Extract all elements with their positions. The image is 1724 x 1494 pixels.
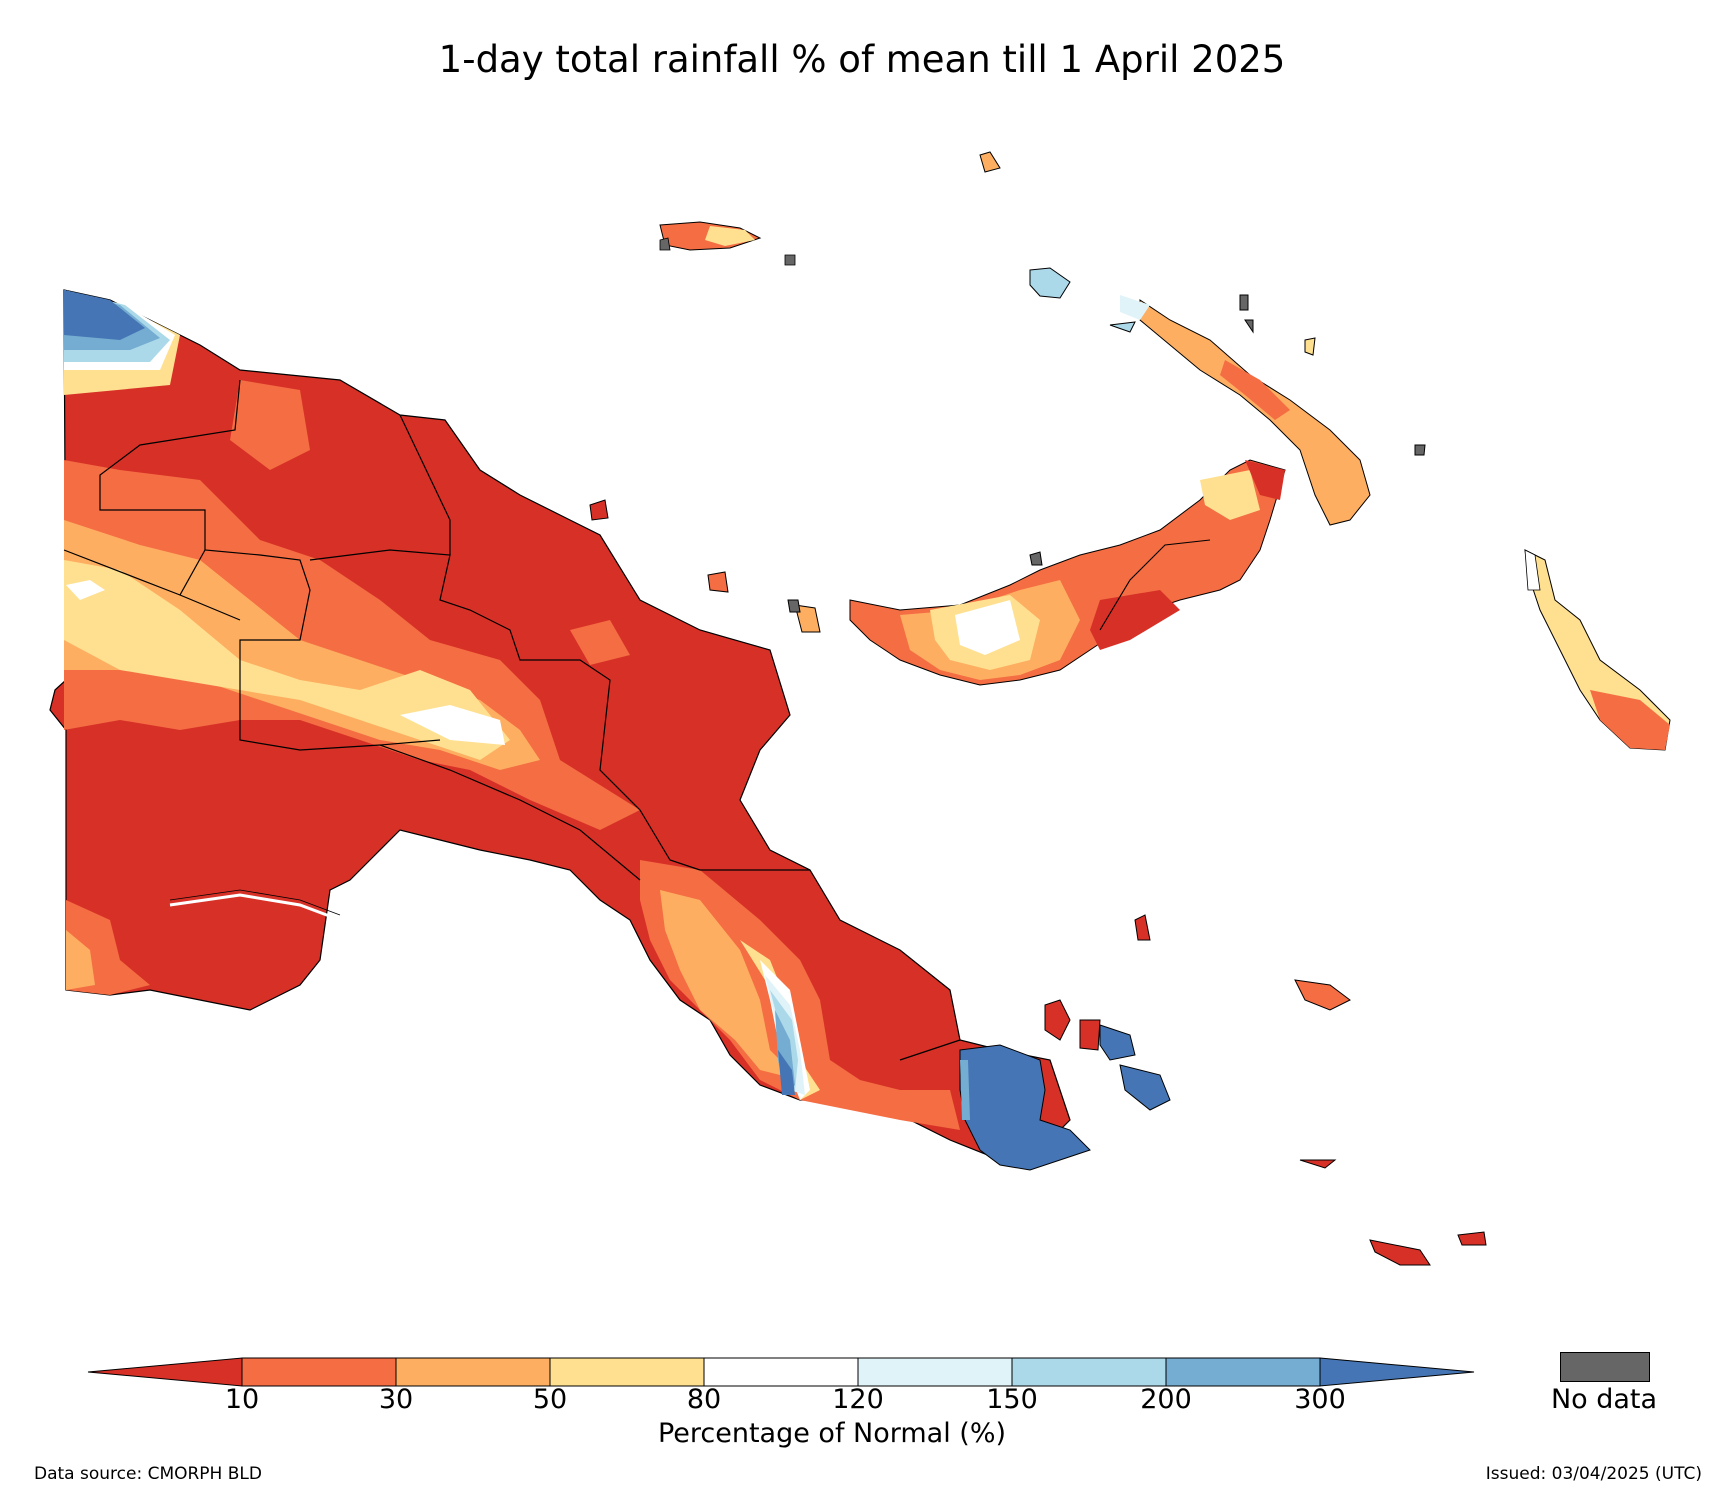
- south-light-orange: [66, 930, 95, 990]
- colorbar-tick-label: 200: [1140, 1384, 1192, 1415]
- issued-date: Issued: 03/04/2025 (UTC): [1485, 1464, 1702, 1484]
- ne-orange-patch: [570, 620, 630, 665]
- colorbar: [87, 1357, 1475, 1387]
- nb-white: [955, 600, 1020, 655]
- colorbar-bin-10-30: [241, 1357, 397, 1387]
- manus: [659, 221, 796, 266]
- nodata-swatch: [1560, 1352, 1650, 1382]
- east-islands: [1044, 914, 1487, 1266]
- fly-river-outline: [169, 889, 341, 916]
- west-white-spot: [66, 580, 105, 600]
- colorbar-tick-label: 50: [532, 1384, 568, 1415]
- new-britain: [849, 459, 1286, 686]
- new-ireland-base: [1139, 299, 1371, 526]
- colorbar-bin-50-80: [549, 1357, 705, 1387]
- north-orange-patch: [230, 380, 310, 470]
- colorbar-tick-label: 10: [224, 1384, 260, 1415]
- new-ireland: [1120, 295, 1371, 526]
- gulf-light-orange: [660, 890, 800, 1080]
- colorbar-bin-30-50: [395, 1357, 551, 1387]
- colorbar-bin-80-120: [703, 1357, 859, 1387]
- nw-dark-blue: [64, 290, 145, 340]
- colorbar-high-arrow: [1319, 1357, 1475, 1387]
- nodata-label: No data: [1550, 1384, 1658, 1415]
- colorbar-tick-label: 300: [1294, 1384, 1346, 1415]
- colorbar-label: Percentage of Normal (%): [657, 1418, 1007, 1449]
- ni-orange: [1220, 360, 1290, 420]
- nb-red-east: [1090, 590, 1180, 650]
- highlands-white: [400, 705, 505, 745]
- colorbar-bin-120-150: [857, 1357, 1013, 1387]
- mainland-base: [49, 289, 1071, 1161]
- se-blue: [959, 1044, 1091, 1171]
- gulf-dark-blue: [778, 1050, 795, 1095]
- mainland: [49, 289, 1091, 1171]
- fly-river: [169, 893, 341, 922]
- colorbar-bin-150-200: [1011, 1357, 1167, 1387]
- nb-yellow-east: [1200, 470, 1260, 520]
- colorbar-bin-200-300: [1165, 1357, 1321, 1387]
- data-source: Data source: CMORPH BLD: [34, 1464, 262, 1484]
- ni-pale-blue: [1120, 295, 1150, 320]
- west-yellow: [64, 560, 510, 760]
- nb-red-north: [1245, 460, 1285, 500]
- colorbar-tick-label: 150: [986, 1384, 1038, 1415]
- se-light-blue-edge: [960, 1060, 970, 1120]
- province-boundaries: [63, 379, 961, 1061]
- map-title: 1-day total rainfall % of mean till 1 Ap…: [438, 38, 1286, 81]
- colorbar-tick-label: 30: [378, 1384, 414, 1415]
- colorbar-tick-label: 80: [686, 1384, 722, 1415]
- colorbar-low-arrow: [87, 1357, 243, 1387]
- bougainville: [1524, 549, 1671, 751]
- colorbar-tick-label: 120: [832, 1384, 884, 1415]
- north-islands: [589, 151, 1426, 633]
